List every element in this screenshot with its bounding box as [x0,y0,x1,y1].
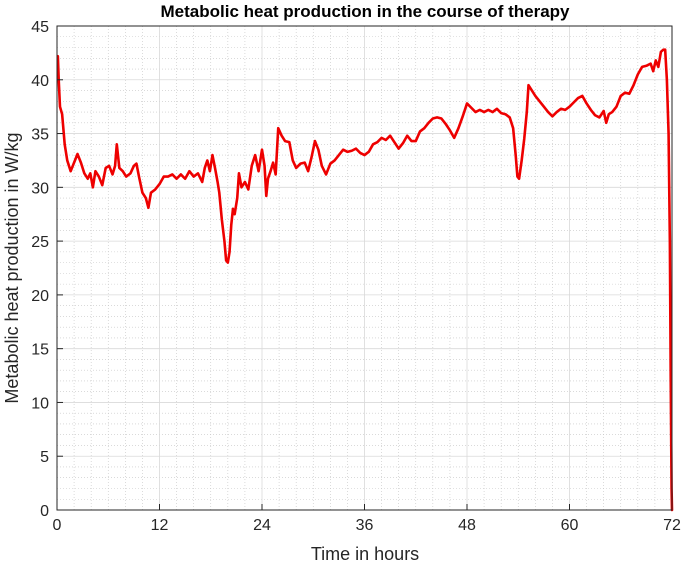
y-tick-label: 35 [31,127,49,144]
y-axis-label: Metabolic heat production in W/kg [2,132,22,403]
x-tick-label: 36 [356,517,374,534]
x-tick-label: 72 [663,517,681,534]
x-tick-label: 48 [458,517,476,534]
series-layer [56,48,674,512]
y-tick-label: 0 [40,503,49,520]
x-tick-label: 24 [253,517,271,534]
series-line [56,48,674,512]
x-axis-label: Time in hours [311,544,419,564]
y-tick-label: 10 [31,395,49,412]
x-tick-label: 0 [53,517,62,534]
x-tick-label: 12 [151,517,169,534]
y-tick-label: 30 [31,180,49,197]
y-tick-label: 20 [31,288,49,305]
y-tick-label: 40 [31,73,49,90]
tick-layer: 0 12 24 36 48 60 72 0 5 10 15 20 25 30 35 40 45 [31,19,681,534]
y-tick-label: 25 [31,234,49,251]
y-tick-label: 5 [40,449,49,466]
chart-title: Metabolic heat production in the course … [161,2,571,21]
x-tick-label: 60 [561,517,579,534]
y-tick-label: 15 [31,342,49,359]
y-tick-label: 45 [31,19,49,36]
